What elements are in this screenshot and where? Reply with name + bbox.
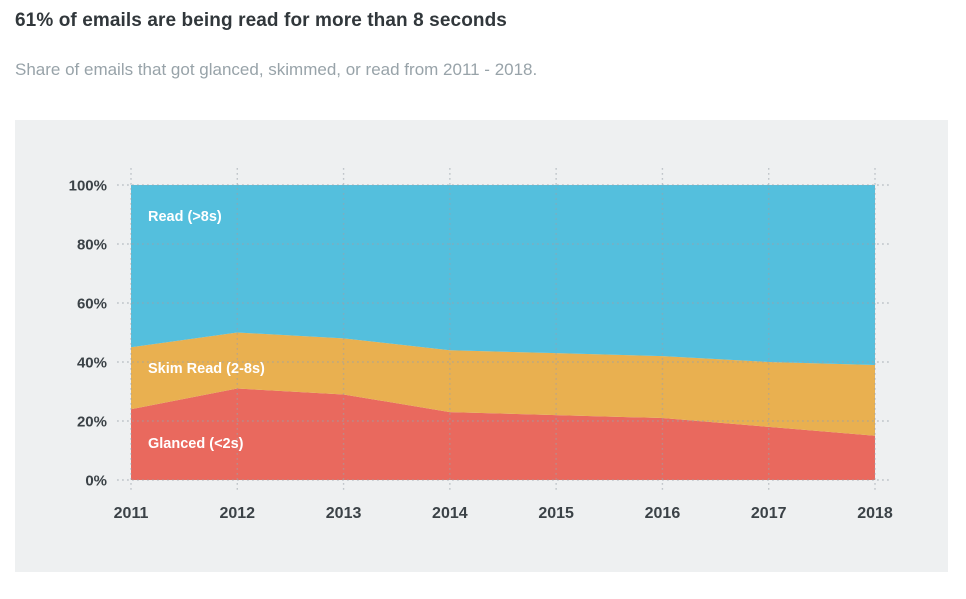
area-skim-read-2-8s bbox=[131, 332, 875, 436]
stacked-area-chart: 0% 20% 40% 60% 80% 100% 2011 2012 2013 2014 2015 20… bbox=[69, 168, 893, 522]
x-axis-label-2015: 2015 bbox=[538, 505, 574, 522]
area-glanced-2s bbox=[131, 388, 875, 480]
page-subtitle: Share of emails that got glanced, skimme… bbox=[15, 60, 538, 79]
chart-panel: 0% 20% 40% 60% 80% 100% 2011 2012 2013 2014 2015 20… bbox=[15, 120, 948, 572]
y-axis-label-40pct: 40% bbox=[77, 355, 107, 372]
series-label-skim-read-2-8s: Skim Read (2-8s) bbox=[148, 361, 265, 377]
y-axis-label-100pct: 100% bbox=[69, 178, 107, 195]
x-axis-label-2014: 2014 bbox=[432, 505, 468, 522]
x-axis-label-2018: 2018 bbox=[857, 505, 893, 522]
y-axis-label-60pct: 60% bbox=[77, 296, 107, 313]
x-axis-label-2016: 2016 bbox=[645, 505, 681, 522]
series-label-read-8s: Read (>8s) bbox=[148, 209, 222, 225]
y-axis-label-0pct: 0% bbox=[85, 473, 107, 490]
y-axis-label-80pct: 80% bbox=[77, 237, 107, 254]
x-axis-label-2013: 2013 bbox=[326, 505, 362, 522]
area-read-8s bbox=[131, 185, 875, 365]
x-axis-label-2011: 2011 bbox=[114, 505, 149, 522]
x-axis-label-2017: 2017 bbox=[751, 505, 787, 522]
y-axis-label-20pct: 20% bbox=[77, 414, 107, 431]
series-label-glanced-2s: Glanced (<2s) bbox=[148, 436, 244, 452]
x-axis-label-2012: 2012 bbox=[219, 505, 255, 522]
page-title: 61% of emails are being read for more th… bbox=[15, 10, 507, 31]
